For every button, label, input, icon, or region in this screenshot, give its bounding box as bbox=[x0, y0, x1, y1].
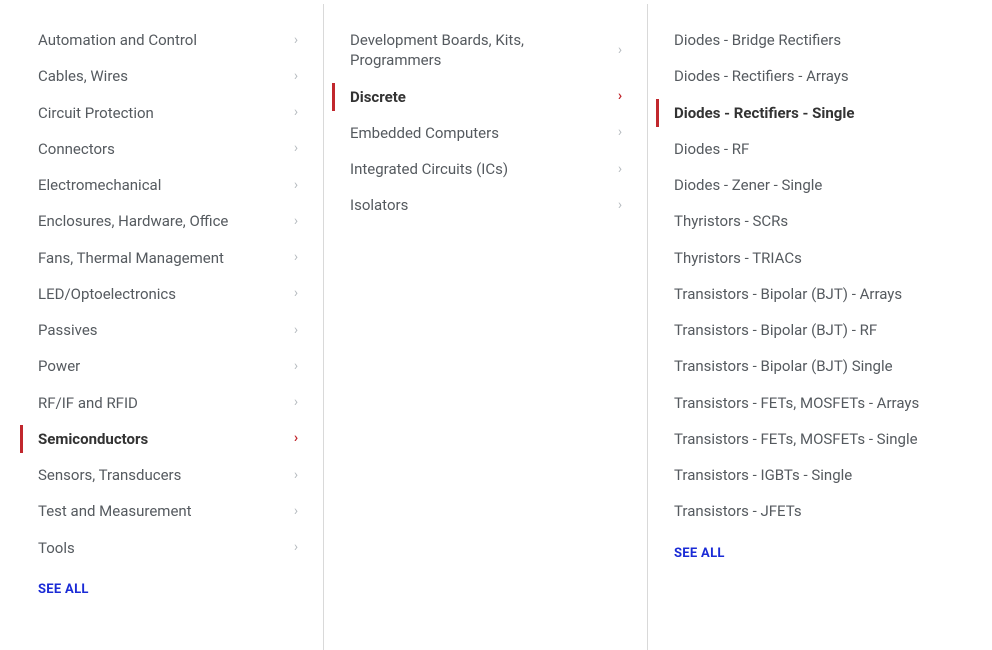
menu-item-label: Diodes - Rectifiers - Single bbox=[674, 103, 968, 123]
cat1-sensors-transducers[interactable]: Sensors, Transducers › bbox=[20, 457, 323, 493]
category-column-2: Development Boards, Kits, Programmers › … bbox=[324, 4, 648, 650]
chevron-right-icon: › bbox=[289, 212, 303, 231]
cat1-connectors[interactable]: Connectors › bbox=[20, 131, 323, 167]
menu-item-label: Power bbox=[38, 356, 289, 376]
cat2-isolators[interactable]: Isolators › bbox=[332, 187, 647, 223]
cat3-thyristors-triacs[interactable]: Thyristors - TRIACs bbox=[656, 240, 992, 276]
chevron-right-icon: › bbox=[289, 31, 303, 50]
cat3-transistors-bjt-rf[interactable]: Transistors - Bipolar (BJT) - RF bbox=[656, 312, 992, 348]
cat3-transistors-fets-mosfets-arrays[interactable]: Transistors - FETs, MOSFETs - Arrays bbox=[656, 385, 992, 421]
menu-item-label: Semiconductors bbox=[38, 429, 289, 449]
cat1-cables-wires[interactable]: Cables, Wires › bbox=[20, 58, 323, 94]
menu-item-label: Thyristors - TRIACs bbox=[674, 248, 968, 268]
cat1-circuit-protection[interactable]: Circuit Protection › bbox=[20, 95, 323, 131]
cat1-automation-and-control[interactable]: Automation and Control › bbox=[20, 22, 323, 58]
menu-item-label: Transistors - Bipolar (BJT) - Arrays bbox=[674, 284, 968, 304]
cat2-discrete[interactable]: Discrete › bbox=[332, 79, 647, 115]
cat1-passives[interactable]: Passives › bbox=[20, 312, 323, 348]
cat3-diodes-bridge-rectifiers[interactable]: Diodes - Bridge Rectifiers bbox=[656, 22, 992, 58]
chevron-right-icon: › bbox=[289, 248, 303, 267]
menu-item-label: Enclosures, Hardware, Office bbox=[38, 211, 289, 231]
cat1-led-optoelectronics[interactable]: LED/Optoelectronics › bbox=[20, 276, 323, 312]
cat3-diodes-rf[interactable]: Diodes - RF bbox=[656, 131, 992, 167]
cat3-transistors-bjt-arrays[interactable]: Transistors - Bipolar (BJT) - Arrays bbox=[656, 276, 992, 312]
see-all-col1[interactable]: SEE ALL bbox=[20, 566, 323, 605]
menu-item-label: Isolators bbox=[350, 195, 613, 215]
cat2-embedded-computers[interactable]: Embedded Computers › bbox=[332, 115, 647, 151]
cat3-transistors-jfets[interactable]: Transistors - JFETs bbox=[656, 493, 992, 529]
cat1-electromechanical[interactable]: Electromechanical › bbox=[20, 167, 323, 203]
menu-item-label: Transistors - IGBTs - Single bbox=[674, 465, 968, 485]
menu-item-label: Circuit Protection bbox=[38, 103, 289, 123]
menu-item-label: Transistors - Bipolar (BJT) - RF bbox=[674, 320, 968, 340]
cat3-transistors-fets-mosfets-single[interactable]: Transistors - FETs, MOSFETs - Single bbox=[656, 421, 992, 457]
chevron-right-icon: › bbox=[613, 123, 627, 142]
cat1-test-and-measurement[interactable]: Test and Measurement › bbox=[20, 493, 323, 529]
menu-item-label: Transistors - FETs, MOSFETs - Single bbox=[674, 429, 968, 449]
menu-item-label: Cables, Wires bbox=[38, 66, 289, 86]
menu-item-label: LED/Optoelectronics bbox=[38, 284, 289, 304]
cat1-semiconductors[interactable]: Semiconductors › bbox=[20, 421, 323, 457]
menu-item-label: Automation and Control bbox=[38, 30, 289, 50]
menu-item-label: Sensors, Transducers bbox=[38, 465, 289, 485]
cat2-integrated-circuits[interactable]: Integrated Circuits (ICs) › bbox=[332, 151, 647, 187]
menu-item-label: Passives bbox=[38, 320, 289, 340]
cat3-thyristors-scrs[interactable]: Thyristors - SCRs bbox=[656, 203, 992, 239]
cat1-enclosures-hardware-office[interactable]: Enclosures, Hardware, Office › bbox=[20, 203, 323, 239]
cat3-transistors-igbts-single[interactable]: Transistors - IGBTs - Single bbox=[656, 457, 992, 493]
menu-item-label: Diodes - RF bbox=[674, 139, 968, 159]
menu-item-label: Transistors - FETs, MOSFETs - Arrays bbox=[674, 393, 968, 413]
category-column-3: Diodes - Bridge Rectifiers Diodes - Rect… bbox=[648, 4, 992, 650]
menu-item-label: Integrated Circuits (ICs) bbox=[350, 159, 613, 179]
chevron-right-icon: › bbox=[289, 466, 303, 485]
cat3-transistors-bjt-single[interactable]: Transistors - Bipolar (BJT) Single bbox=[656, 348, 992, 384]
menu-item-label: Test and Measurement bbox=[38, 501, 289, 521]
menu-item-label: Connectors bbox=[38, 139, 289, 159]
cat3-diodes-zener-single[interactable]: Diodes - Zener - Single bbox=[656, 167, 992, 203]
chevron-right-icon: › bbox=[289, 393, 303, 412]
chevron-right-icon: › bbox=[289, 357, 303, 376]
cat1-power[interactable]: Power › bbox=[20, 348, 323, 384]
chevron-right-icon: › bbox=[289, 103, 303, 122]
chevron-right-icon: › bbox=[613, 41, 627, 60]
see-all-col3[interactable]: SEE ALL bbox=[656, 530, 992, 569]
chevron-right-icon: › bbox=[613, 87, 627, 106]
chevron-right-icon: › bbox=[289, 429, 303, 448]
menu-item-label: Diodes - Rectifiers - Arrays bbox=[674, 66, 968, 86]
chevron-right-icon: › bbox=[613, 160, 627, 179]
menu-item-label: Diodes - Bridge Rectifiers bbox=[674, 30, 968, 50]
chevron-right-icon: › bbox=[289, 321, 303, 340]
menu-item-label: Transistors - JFETs bbox=[674, 501, 968, 521]
chevron-right-icon: › bbox=[613, 196, 627, 215]
chevron-right-icon: › bbox=[289, 139, 303, 158]
menu-item-label: Transistors - Bipolar (BJT) Single bbox=[674, 356, 968, 376]
chevron-right-icon: › bbox=[289, 176, 303, 195]
category-column-1: Automation and Control › Cables, Wires ›… bbox=[0, 4, 324, 650]
chevron-right-icon: › bbox=[289, 67, 303, 86]
cat2-dev-boards-kits-programmers[interactable]: Development Boards, Kits, Programmers › bbox=[332, 22, 647, 79]
menu-item-label: Development Boards, Kits, Programmers bbox=[350, 30, 613, 71]
chevron-right-icon: › bbox=[289, 284, 303, 303]
chevron-right-icon: › bbox=[289, 502, 303, 521]
menu-item-label: RF/IF and RFID bbox=[38, 393, 289, 413]
menu-item-label: Embedded Computers bbox=[350, 123, 613, 143]
menu-item-label: Thyristors - SCRs bbox=[674, 211, 968, 231]
cat3-diodes-rectifiers-arrays[interactable]: Diodes - Rectifiers - Arrays bbox=[656, 58, 992, 94]
menu-item-label: Discrete bbox=[350, 87, 613, 107]
menu-item-label: Fans, Thermal Management bbox=[38, 248, 289, 268]
menu-item-label: Diodes - Zener - Single bbox=[674, 175, 968, 195]
cat1-fans-thermal-management[interactable]: Fans, Thermal Management › bbox=[20, 240, 323, 276]
menu-item-label: Tools bbox=[38, 538, 289, 558]
cat3-diodes-rectifiers-single[interactable]: Diodes - Rectifiers - Single bbox=[656, 95, 992, 131]
menu-item-label: Electromechanical bbox=[38, 175, 289, 195]
cat1-tools[interactable]: Tools › bbox=[20, 530, 323, 566]
chevron-right-icon: › bbox=[289, 538, 303, 557]
cat1-rf-if-rfid[interactable]: RF/IF and RFID › bbox=[20, 385, 323, 421]
category-mega-menu: Automation and Control › Cables, Wires ›… bbox=[0, 4, 992, 650]
